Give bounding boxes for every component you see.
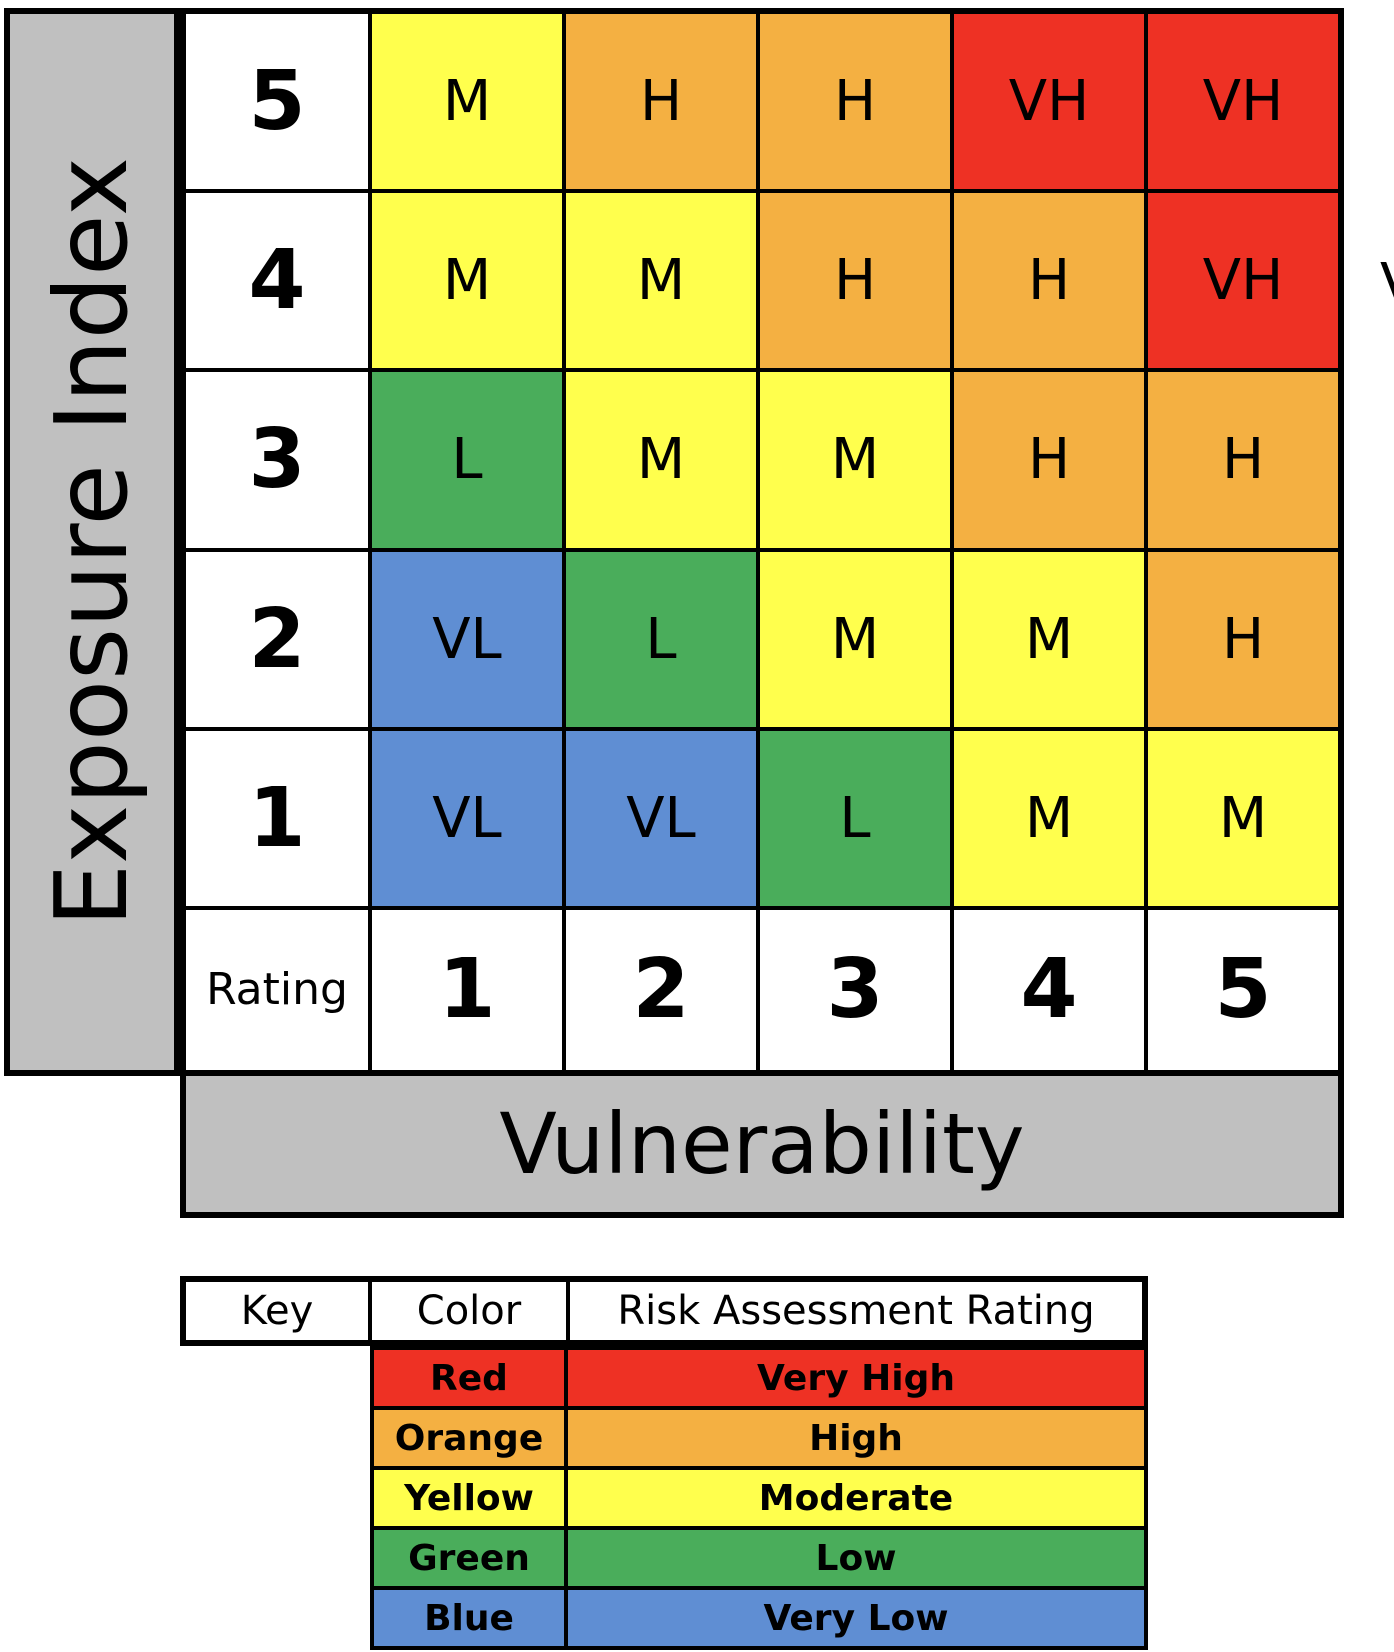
risk-cell: L bbox=[372, 372, 562, 548]
exposure-rating-label: 3 bbox=[186, 372, 368, 548]
risk-matrix: 5 M H H VH VH 4 M M H H VH 3 L M M H H 2 VL L M M H 1 VL VL L M M Rati… bbox=[180, 8, 1344, 1076]
vulnerability-rating-label: 4 bbox=[954, 909, 1144, 1070]
vulnerability-axis-panel: Vulnerability bbox=[180, 1076, 1344, 1218]
risk-cell: H bbox=[1148, 372, 1338, 548]
risk-cell: M bbox=[566, 193, 756, 369]
exposure-index-title: Exposure Index bbox=[33, 156, 150, 928]
exposure-rating-label: 4 bbox=[186, 193, 368, 369]
key-color-name: Green bbox=[374, 1530, 564, 1586]
risk-cell: VL bbox=[566, 730, 756, 906]
key-header-key: Key bbox=[186, 1282, 368, 1340]
key-risk-rating: High bbox=[568, 1410, 1144, 1466]
risk-cell: VH bbox=[1148, 14, 1338, 190]
exposure-rating-label: 2 bbox=[186, 551, 368, 727]
key-header-color: Color bbox=[372, 1282, 566, 1340]
key-risk-rating: Low bbox=[568, 1530, 1144, 1586]
clipped-edge-glyph: V bbox=[1380, 252, 1394, 317]
risk-cell: H bbox=[954, 372, 1144, 548]
key-risk-rating: Very Low bbox=[568, 1590, 1144, 1646]
vulnerability-rating-label: 2 bbox=[566, 909, 756, 1070]
risk-cell: M bbox=[372, 193, 562, 369]
rating-header-label: Rating bbox=[186, 909, 368, 1070]
risk-cell: H bbox=[954, 193, 1144, 369]
exposure-rating-label: 5 bbox=[186, 14, 368, 190]
key-color-name: Yellow bbox=[374, 1470, 564, 1526]
vulnerability-rating-label: 5 bbox=[1148, 909, 1338, 1070]
risk-cell: VL bbox=[372, 551, 562, 727]
risk-cell: M bbox=[760, 372, 950, 548]
risk-cell: L bbox=[566, 551, 756, 727]
risk-cell: M bbox=[954, 551, 1144, 727]
key-color-name: Orange bbox=[374, 1410, 564, 1466]
risk-cell: M bbox=[372, 14, 562, 190]
key-color-name: Red bbox=[374, 1350, 564, 1406]
risk-cell: VH bbox=[954, 14, 1144, 190]
key-color-name: Blue bbox=[374, 1590, 564, 1646]
key-risk-rating: Moderate bbox=[568, 1470, 1144, 1526]
risk-cell: VL bbox=[372, 730, 562, 906]
risk-cell: H bbox=[1148, 551, 1338, 727]
risk-cell: M bbox=[1148, 730, 1338, 906]
key-table-rows: Red Very High Orange High Yellow Moderate Gree… bbox=[370, 1346, 1148, 1650]
risk-cell: H bbox=[760, 14, 950, 190]
risk-cell: VH bbox=[1148, 193, 1338, 369]
risk-cell: M bbox=[566, 372, 756, 548]
risk-cell: M bbox=[760, 551, 950, 727]
vulnerability-title: Vulnerability bbox=[499, 1095, 1025, 1193]
key-header-rating: Risk Assessment Rating bbox=[570, 1282, 1142, 1340]
risk-cell: H bbox=[760, 193, 950, 369]
risk-cell: M bbox=[954, 730, 1144, 906]
vulnerability-rating-label: 3 bbox=[760, 909, 950, 1070]
key-table-header: Key Color Risk Assessment Rating bbox=[180, 1276, 1148, 1346]
exposure-rating-label: 1 bbox=[186, 730, 368, 906]
risk-cell: L bbox=[760, 730, 950, 906]
exposure-index-axis-panel: Exposure Index bbox=[4, 8, 180, 1076]
risk-cell: H bbox=[566, 14, 756, 190]
vulnerability-rating-label: 1 bbox=[372, 909, 562, 1070]
key-risk-rating: Very High bbox=[568, 1350, 1144, 1406]
